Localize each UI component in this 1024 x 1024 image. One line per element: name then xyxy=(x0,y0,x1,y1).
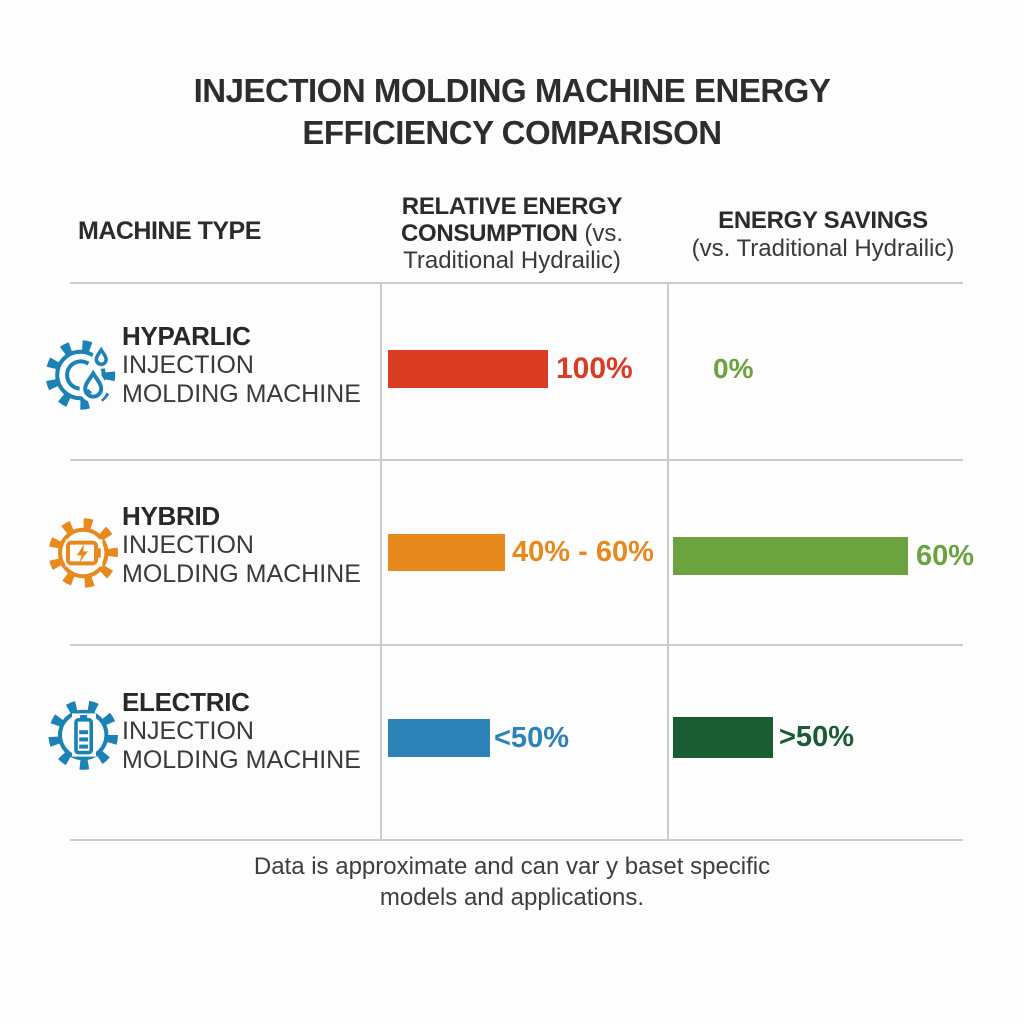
column-header-energy-savings: ENERGY SAVINGS (vs. Traditional Hydraili… xyxy=(673,207,973,263)
grid-hline-4 xyxy=(70,839,963,841)
savings-label-hybrid: 60% xyxy=(916,540,975,572)
gear-water-drops-icon xyxy=(42,332,122,418)
header-col2-line1: RELATIVE ENERGY xyxy=(401,193,623,220)
column-header-relative-energy-consumption: RELATIVE ENERGY CONSUMPTION (vs. Traditi… xyxy=(387,193,637,274)
consumption-bar-hybrid xyxy=(388,534,505,571)
footnote-line2: models and applications. xyxy=(379,884,645,911)
header-col2-line3: Traditional Hydrailic) xyxy=(403,247,621,274)
machine-name-line3: MOLDING MACHINE xyxy=(122,746,361,774)
machine-name-line2: INJECTION xyxy=(122,717,254,745)
header-col2-line2-rest: (vs. xyxy=(577,220,624,247)
page-title-line2: EFFICIENCY COMPARISON xyxy=(302,114,722,151)
consumption-bar-electric xyxy=(388,719,490,757)
machine-name-hyparlic: HYPARLIC INJECTION MOLDING MACHINE xyxy=(122,322,361,409)
grid-hline-3 xyxy=(70,644,963,646)
savings-bar-hybrid xyxy=(673,537,908,575)
gear-battery-bolt-icon xyxy=(44,510,124,596)
machine-name-line3: MOLDING MACHINE xyxy=(122,380,361,408)
savings-label-electric: >50% xyxy=(779,721,854,753)
grid-vline-1 xyxy=(380,282,382,841)
column-header-machine-type: MACHINE TYPE xyxy=(78,217,261,245)
header-col2-line2: CONSUMPTION (vs. xyxy=(387,220,637,247)
page-title-line1: INJECTION MOLDING MACHINE ENERGY xyxy=(193,72,831,109)
machine-name-line2: INJECTION xyxy=(122,531,254,559)
machine-name-electric: ELECTRIC INJECTION MOLDING MACHINE xyxy=(122,688,361,775)
consumption-label-hyparlic: 100% xyxy=(556,352,633,385)
machine-name-line3: MOLDING MACHINE xyxy=(122,560,361,588)
savings-bar-electric xyxy=(673,717,773,758)
page-title: INJECTION MOLDING MACHINE ENERGY EFFICIE… xyxy=(0,70,1024,154)
consumption-bar-hyparlic xyxy=(388,350,548,388)
machine-name-line1: HYBRID xyxy=(122,501,220,531)
machine-name-line1: HYPARLIC xyxy=(122,321,251,351)
machine-name-line2: INJECTION xyxy=(122,351,254,379)
consumption-label-hybrid: 40% - 60% xyxy=(512,536,654,568)
grid-hline-1 xyxy=(70,282,963,284)
footnote: Data is approximate and can var y baset … xyxy=(0,851,1024,913)
header-col3-line2: (vs. Traditional Hydrailic) xyxy=(691,235,955,262)
grid-vline-2 xyxy=(667,282,669,841)
footnote-line1: Data is approximate and can var y baset … xyxy=(253,853,771,880)
consumption-label-electric: <50% xyxy=(494,722,569,754)
savings-label-hyparlic: 0% xyxy=(713,353,754,384)
header-col3-line1: ENERGY SAVINGS xyxy=(718,207,928,234)
header-col2-line2-bold: CONSUMPTION xyxy=(400,220,578,247)
machine-name-hybrid: HYBRID INJECTION MOLDING MACHINE xyxy=(122,502,361,589)
machine-name-line1: ELECTRIC xyxy=(122,687,250,717)
grid-hline-2 xyxy=(70,459,963,461)
gear-battery-icon xyxy=(44,692,124,778)
